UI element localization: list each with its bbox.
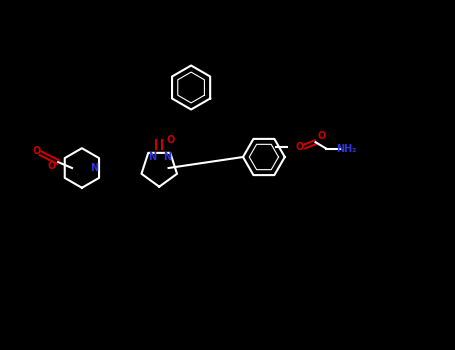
Text: O: O [296,141,304,152]
Text: N: N [148,152,156,162]
Text: O: O [32,146,40,156]
Text: NH₂: NH₂ [336,144,357,154]
Text: O: O [47,161,56,171]
Text: N: N [90,163,98,173]
Text: O: O [166,135,174,145]
Text: O: O [318,131,326,141]
Text: N: N [163,152,171,162]
